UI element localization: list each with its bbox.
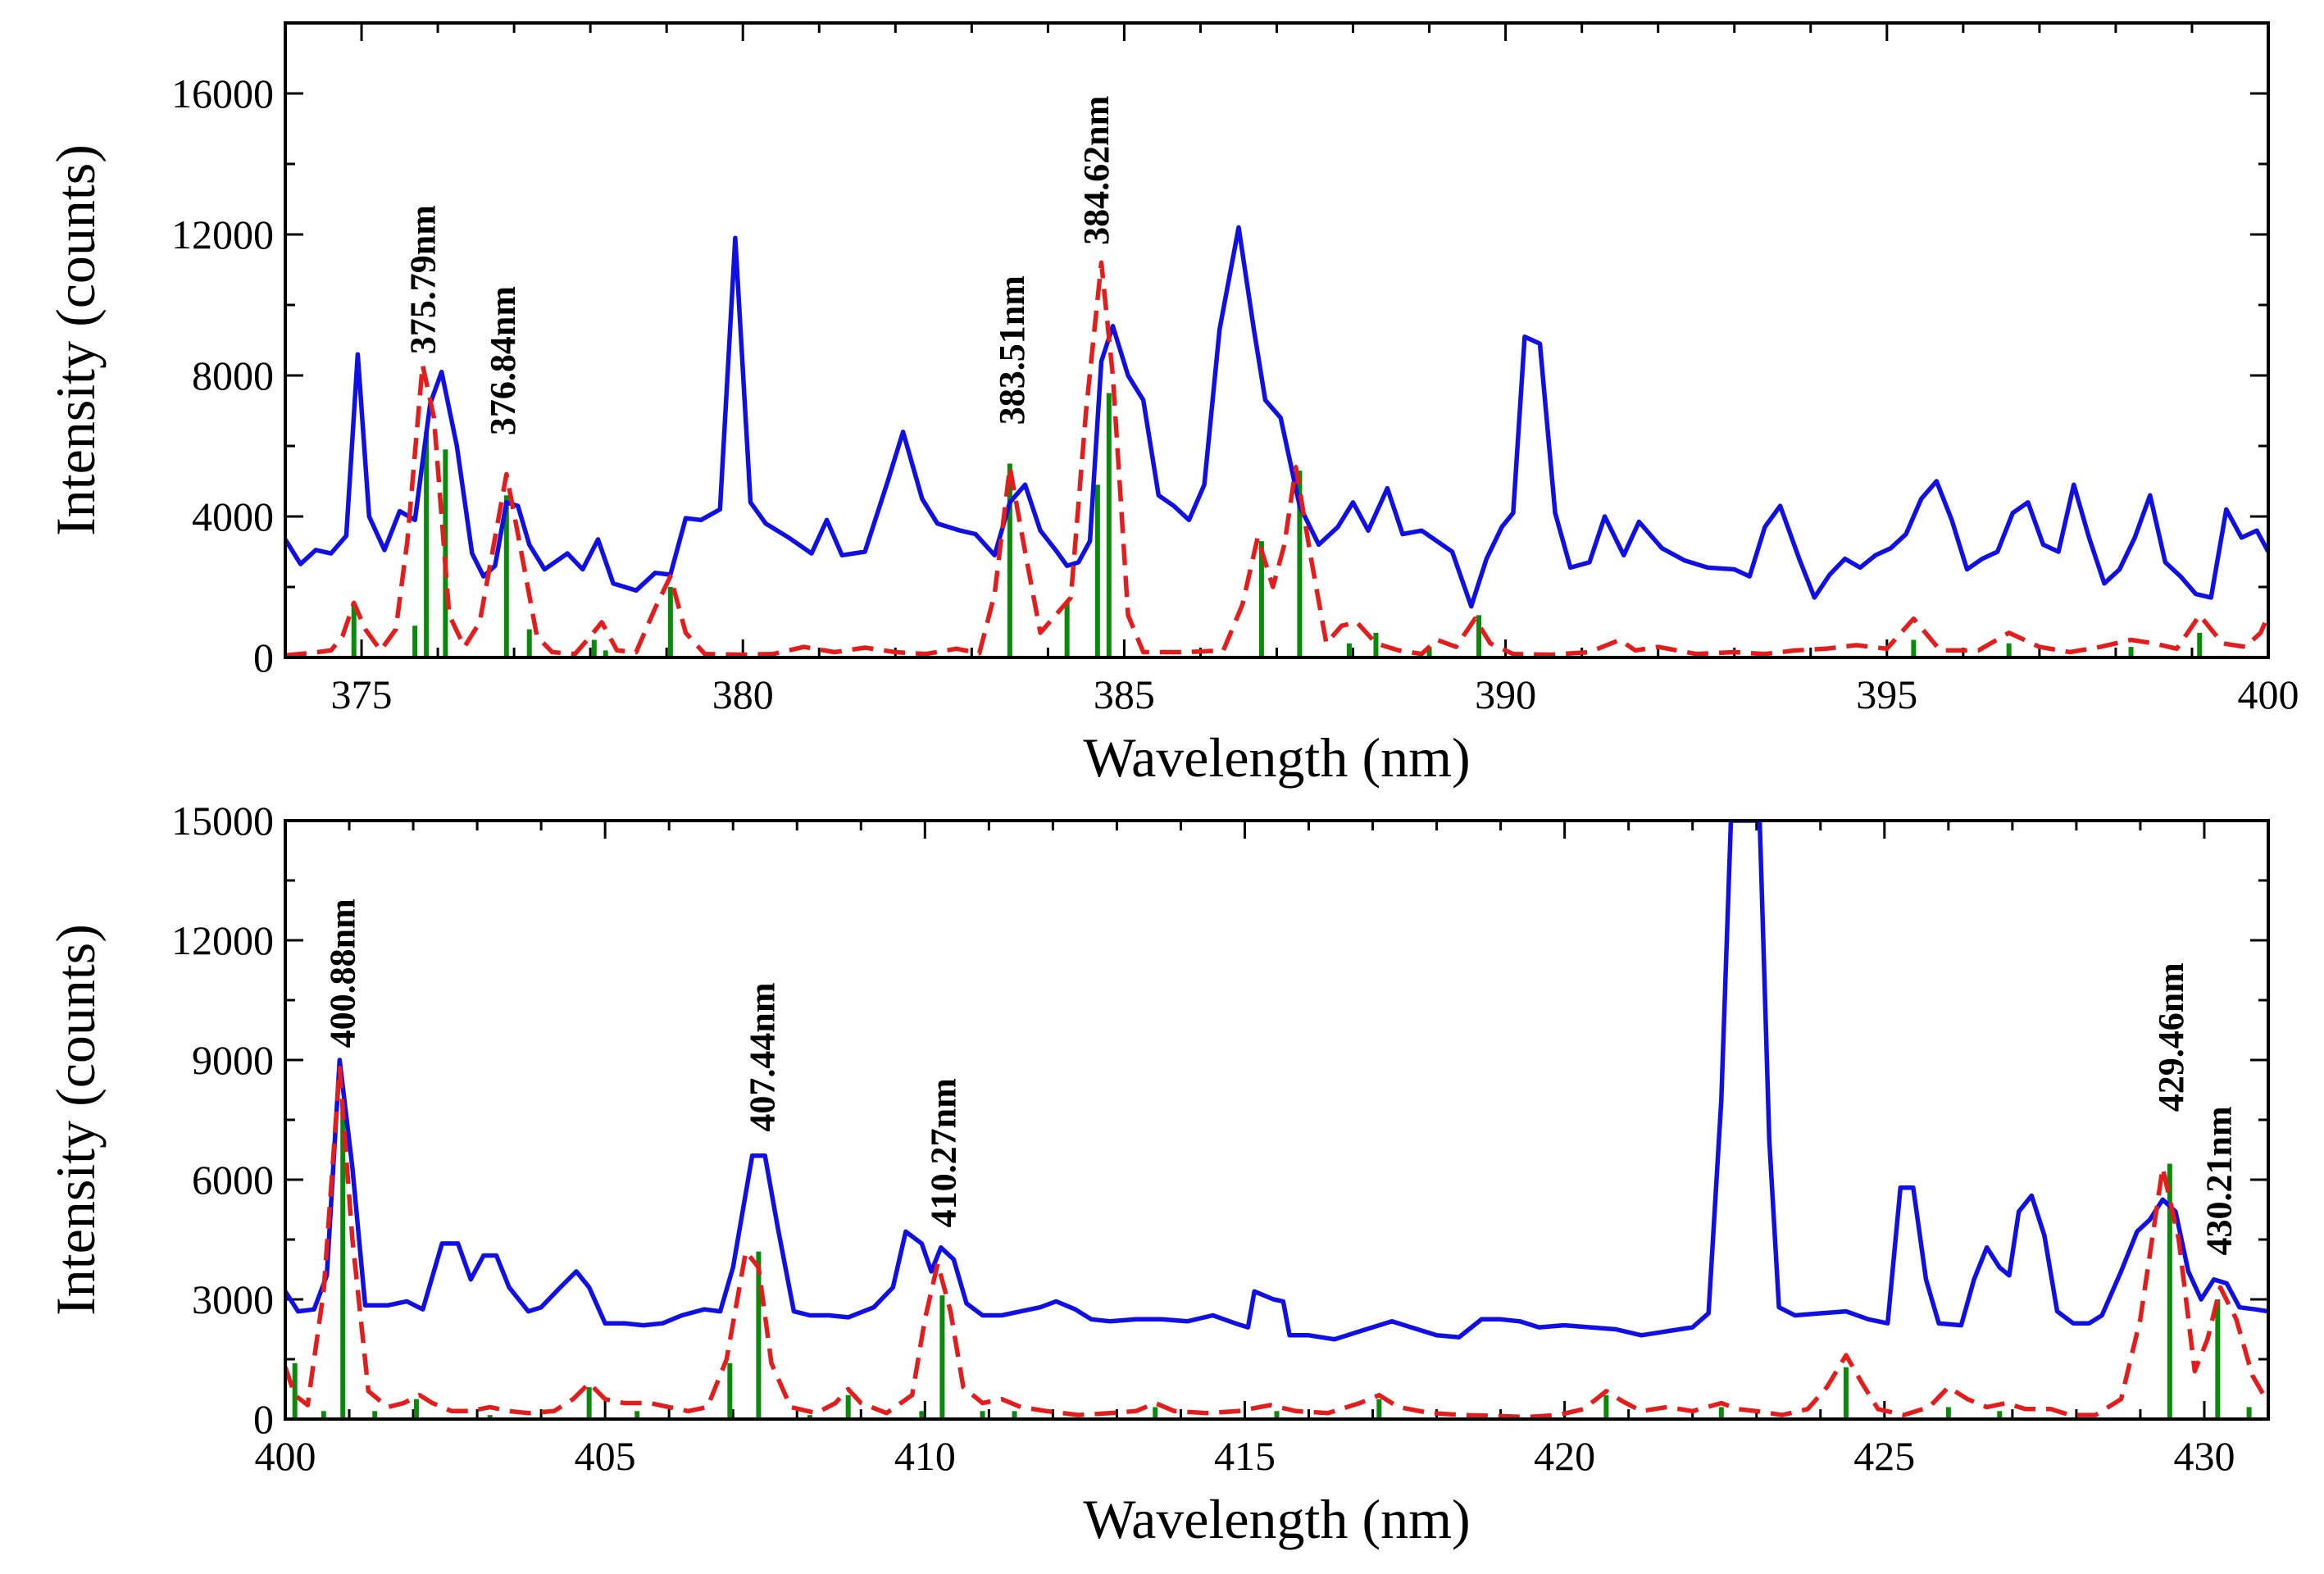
y-tick-label: 12000 xyxy=(171,212,274,257)
peak-label: 375.79nm xyxy=(403,205,443,354)
y-tick-label: 16000 xyxy=(171,71,274,116)
y-tick-label: 0 xyxy=(253,635,274,680)
experimental-spectrum-line xyxy=(285,821,2268,1342)
y-tick-label: 8000 xyxy=(192,353,274,398)
peak-label: 376.84nm xyxy=(483,286,523,435)
x-axis-title: Wavelength (nm) xyxy=(1083,1488,1470,1550)
y-axis-title: Intensity (counts) xyxy=(44,924,107,1316)
simulated-spectrum-line xyxy=(285,260,2268,657)
x-tick-label: 415 xyxy=(1214,1433,1276,1479)
x-tick-label: 420 xyxy=(1534,1433,1595,1479)
peak-label: 407.44nm xyxy=(743,982,783,1131)
y-tick-label: 9000 xyxy=(192,1037,274,1083)
x-tick-label: 385 xyxy=(1094,671,1155,717)
y-tick-label: 15000 xyxy=(171,798,274,844)
peak-label: 430.21nm xyxy=(2199,1106,2239,1255)
x-tick-label: 395 xyxy=(1856,671,1917,717)
y-tick-label: 0 xyxy=(253,1396,274,1442)
x-tick-label: 400 xyxy=(2238,671,2299,717)
x-tick-label: 375 xyxy=(331,671,393,717)
bottom-spectrum-panel: 0 3000 6000 9000 12000 15000 400 405 410 415 420 42… xyxy=(44,798,2270,1550)
x-tick-label: 410 xyxy=(894,1433,956,1479)
y-axis-title: Intensity (counts) xyxy=(44,144,107,536)
peak-label: 429.46nm xyxy=(2151,962,2191,1112)
y-tick-label: 12000 xyxy=(171,917,274,963)
plot-frame xyxy=(284,21,2270,659)
peak-label: 400.88nm xyxy=(323,898,363,1048)
top-spectrum-panel: 0 4000 8000 12000 16000 375 380 385 390 395 400 Wav… xyxy=(44,21,2299,789)
y-tick-label: 6000 xyxy=(192,1157,274,1203)
plot-area xyxy=(285,821,2268,1419)
x-tick-label: 405 xyxy=(575,1433,636,1479)
x-axis-title: Wavelength (nm) xyxy=(1083,726,1470,789)
plot-area xyxy=(285,225,2268,657)
peak-label: 410.27nm xyxy=(923,1078,963,1227)
y-tick-label: 4000 xyxy=(192,494,274,539)
x-tick-label: 400 xyxy=(255,1433,316,1479)
x-tick-label: 425 xyxy=(1853,1433,1915,1479)
plot-frame xyxy=(284,819,2270,1421)
peak-label: 383.51nm xyxy=(992,275,1032,425)
x-tick-label: 390 xyxy=(1475,671,1536,717)
simulated-spectrum-line xyxy=(285,1065,2268,1419)
experimental-spectrum-line xyxy=(285,225,2268,609)
peak-label: 384.62nm xyxy=(1076,96,1117,245)
x-tick-label: 380 xyxy=(712,671,774,717)
y-tick-label: 3000 xyxy=(192,1276,274,1322)
x-tick-label: 430 xyxy=(2173,1433,2235,1479)
